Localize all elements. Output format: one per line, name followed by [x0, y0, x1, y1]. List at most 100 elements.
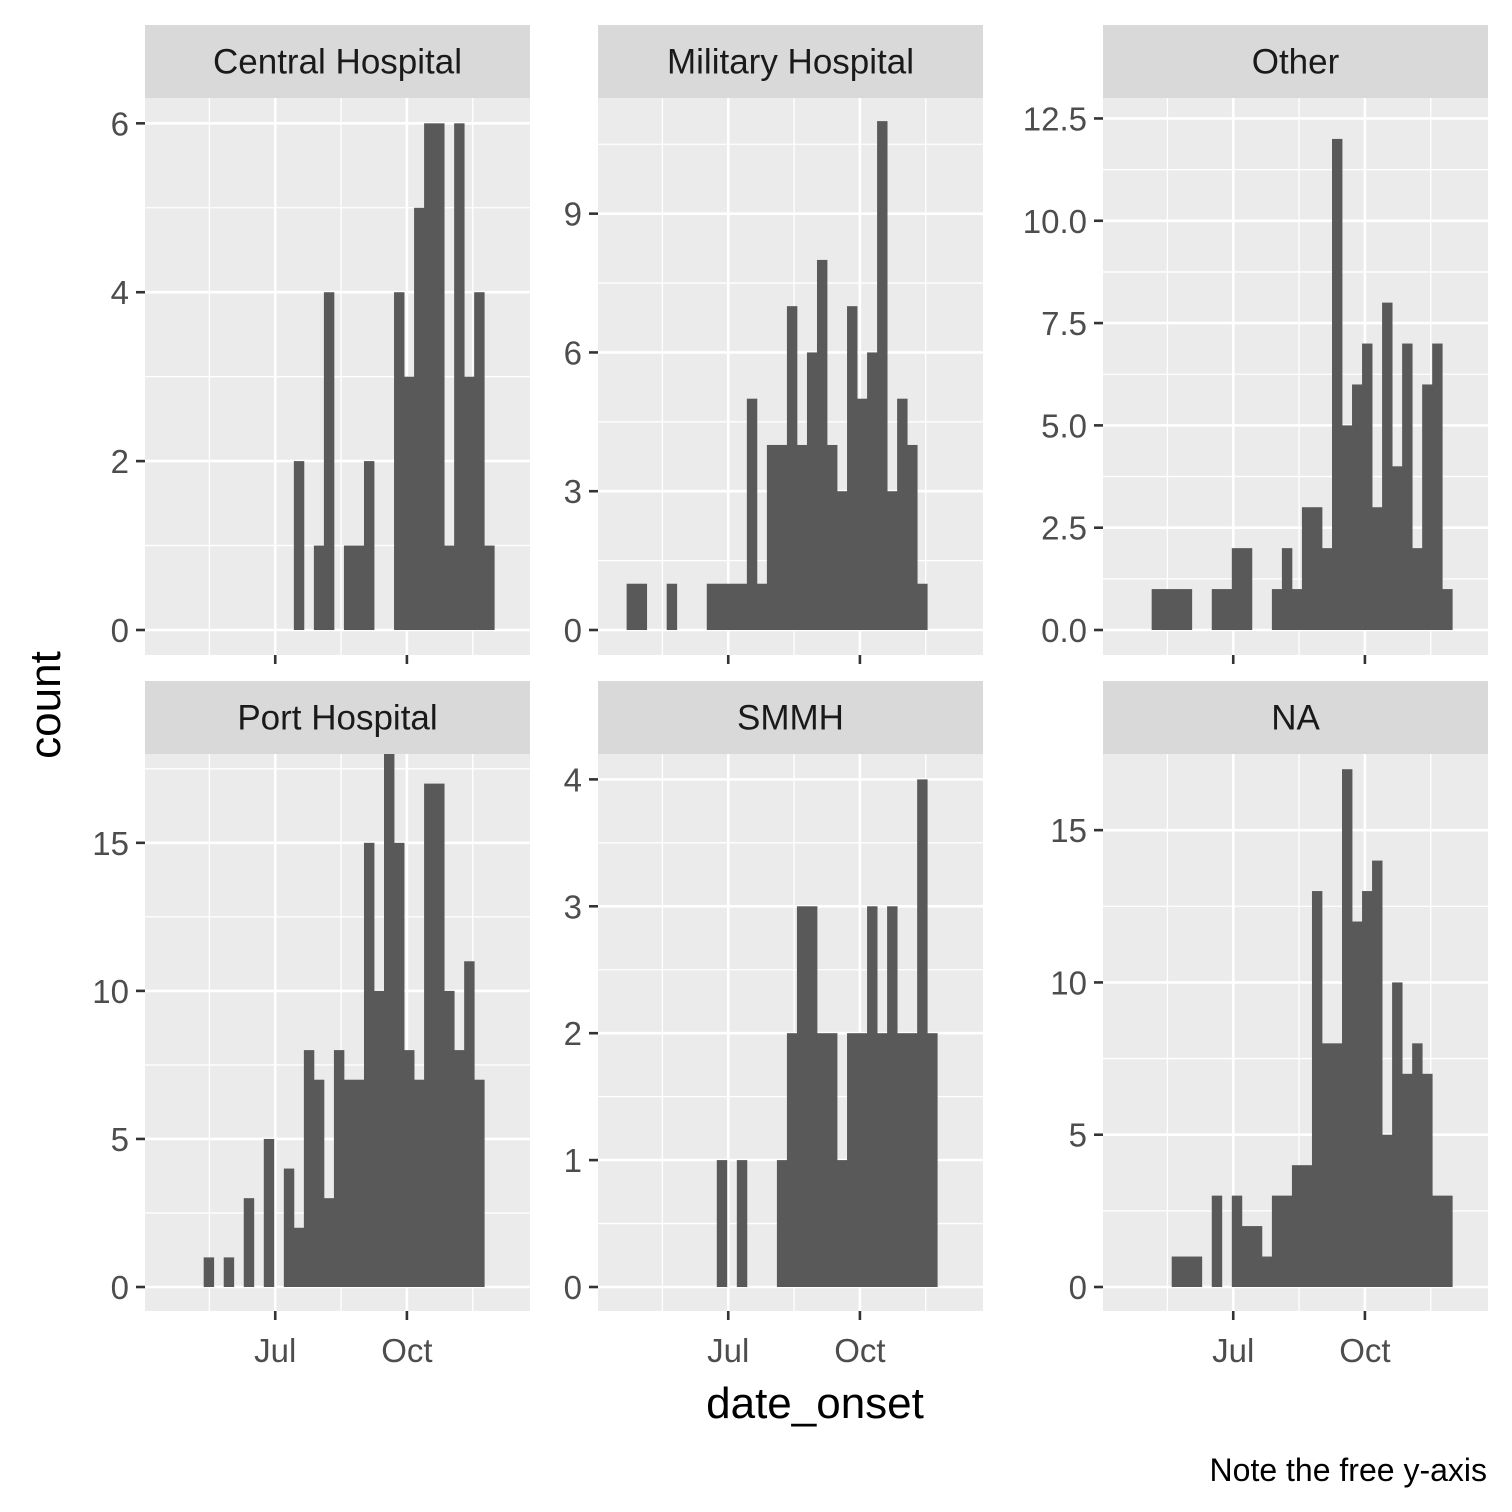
facet-na: NA 0 5 10 15 Jul Oct	[1050, 681, 1488, 1369]
y-tick-label: 0	[111, 1269, 129, 1306]
histogram-bar	[917, 779, 928, 1287]
histogram-bar	[1171, 589, 1183, 630]
histogram-bar	[343, 1079, 355, 1287]
histogram-bars	[626, 121, 928, 630]
y-tick-label: 15	[1050, 812, 1087, 849]
histogram-bar	[907, 1033, 918, 1287]
histogram-bar	[626, 583, 638, 630]
histogram-bar	[1321, 548, 1333, 630]
histogram-bar	[223, 1257, 235, 1287]
facet-other: Other 0.0 2.5 5.0 7.5 10.0 12.5	[1023, 25, 1488, 664]
y-tick-label: 0	[564, 612, 582, 649]
histogram-bar	[1392, 982, 1403, 1287]
y-tick-label: 3	[564, 888, 582, 925]
facet-smmh: SMMH 0 1 2 3 4 Jul Oct	[564, 681, 983, 1369]
histogram-bar	[363, 842, 375, 1287]
histogram-bar	[1402, 1073, 1413, 1287]
histogram-bar	[414, 1079, 425, 1287]
facet-strip-label: Other	[1252, 43, 1340, 82]
histogram-bar	[877, 121, 888, 630]
histogram-bar	[1332, 138, 1343, 631]
y-tick-label: 1	[564, 1142, 582, 1179]
histogram-bar	[1301, 507, 1313, 630]
histogram-bar	[434, 123, 445, 630]
histogram-bar	[1332, 1043, 1343, 1287]
histogram-bar	[837, 491, 848, 630]
y-tick-label: 5	[111, 1121, 129, 1158]
histogram-bar	[1362, 343, 1373, 630]
histogram-bar	[897, 398, 908, 630]
histogram-bar	[1382, 302, 1393, 630]
histogram-bar	[716, 583, 728, 630]
histogram-bar	[474, 292, 485, 630]
x-tick-label: Oct	[1339, 1332, 1390, 1369]
y-tick-label: 10	[92, 973, 129, 1010]
histogram-bar	[827, 444, 838, 630]
histogram-bar	[1261, 1256, 1273, 1287]
histogram-bar	[887, 906, 898, 1287]
facet-strip	[1103, 681, 1488, 754]
histogram-bar	[776, 1160, 788, 1287]
histogram-bar	[816, 259, 828, 630]
histogram-bar	[1241, 1226, 1253, 1287]
histogram-bar	[1382, 1134, 1393, 1287]
y-tick-label: 5.0	[1041, 407, 1087, 444]
histogram-bar	[394, 292, 405, 630]
x-tick-label: Jul	[254, 1332, 296, 1369]
y-tick-label: 10.0	[1023, 203, 1087, 240]
histogram-bar	[243, 1198, 255, 1287]
histogram-bar	[867, 352, 878, 630]
facet-strip	[1103, 25, 1488, 98]
y-tick-label: 5	[1069, 1117, 1087, 1154]
x-tick-label: Oct	[381, 1332, 432, 1369]
histogram-bar	[1432, 343, 1443, 630]
histogram-bar	[1321, 1043, 1333, 1287]
histogram-bar	[786, 306, 798, 630]
histogram-bar	[1412, 1043, 1423, 1287]
facet-port-hospital: Port Hospital 0 5 10 15 Jul Oct	[92, 681, 530, 1369]
facet-strip	[598, 25, 983, 98]
histogram-bar	[1241, 548, 1253, 630]
histogram-bar	[323, 292, 335, 630]
y-tick-label: 0.0	[1041, 612, 1087, 649]
histogram-bar	[464, 376, 475, 630]
histogram-bar	[444, 990, 455, 1287]
histogram-bar	[857, 1033, 868, 1287]
histogram-bar	[847, 306, 858, 630]
histogram-bar	[1161, 589, 1173, 630]
histogram-bar	[404, 1050, 415, 1287]
histogram-bar	[1291, 1165, 1303, 1287]
histogram-bar	[786, 1033, 798, 1287]
histogram-bar	[1231, 548, 1243, 630]
histogram-bar	[927, 1033, 938, 1287]
histogram-bar	[1291, 589, 1303, 630]
histogram-bar	[313, 545, 325, 630]
histogram-bar	[756, 583, 768, 630]
y-tick-label: 10	[1050, 964, 1087, 1001]
facet-panels: Central Hospital 0 2 4 6 Military Hospital 0 3 6…	[92, 25, 1488, 1369]
histogram-bar	[816, 1033, 828, 1287]
y-tick-label: 0	[564, 1269, 582, 1306]
y-tick-label: 7.5	[1041, 305, 1087, 342]
histogram-bar	[827, 1033, 838, 1287]
chart-caption: Note the free y-axis	[1210, 1452, 1487, 1488]
histogram-bar	[1301, 1165, 1313, 1287]
x-axis-title: date_onset	[706, 1379, 924, 1428]
histogram-bar	[776, 444, 788, 630]
histogram-bar	[1251, 1226, 1263, 1287]
histogram-bar	[1271, 589, 1283, 630]
histogram-bar	[1372, 860, 1383, 1287]
x-tick-label: Jul	[1212, 1332, 1254, 1369]
histogram-bars	[1151, 138, 1453, 631]
histogram-bar	[1362, 891, 1373, 1287]
histogram-bar	[1231, 1195, 1243, 1287]
histogram-bar	[1392, 466, 1403, 630]
y-axis-title: count	[21, 651, 70, 759]
histogram-bar	[1191, 1256, 1203, 1287]
histogram-bar	[1171, 1256, 1183, 1287]
histogram-bar	[736, 583, 748, 630]
histogram-bar	[917, 583, 928, 630]
histogram-bars	[1171, 769, 1453, 1287]
y-tick-label: 4	[564, 761, 582, 798]
histogram-bar	[1281, 548, 1293, 630]
